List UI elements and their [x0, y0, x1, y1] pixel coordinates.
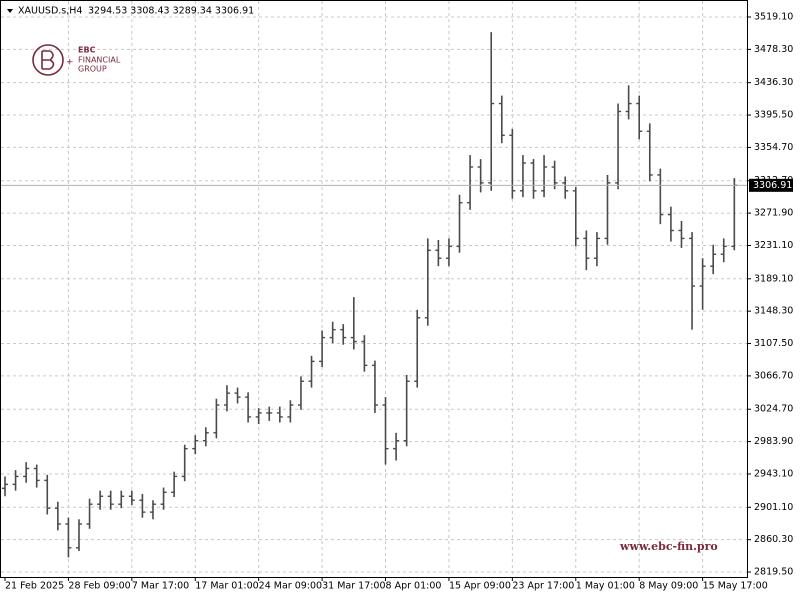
x-tick-label: 1 May 01:00 [576, 581, 635, 592]
last-price-box [749, 178, 793, 192]
last-price-label: 3306.91 [753, 180, 792, 191]
x-tick-label: 17 Mar 01:00 [195, 581, 258, 592]
y-tick-label: 3107.50 [754, 338, 793, 349]
y-tick-label: 2819.50 [754, 567, 793, 578]
grid [1, 1, 747, 577]
y-tick-label: 2983.90 [754, 436, 793, 447]
menu-arrow [7, 9, 13, 13]
x-tick-label: 8 May 09:00 [639, 581, 698, 592]
logo-glyph [41, 50, 55, 70]
x-tick-label: 7 Mar 17:00 [132, 581, 189, 592]
logo-ring [32, 44, 64, 76]
y-tick-label: 3519.10 [754, 11, 793, 22]
y-tick-label: 3024.70 [754, 404, 793, 415]
y-tick-label: 3066.70 [754, 370, 793, 381]
y-tick-label: 3271.90 [754, 208, 793, 219]
y-tick-label: 3148.30 [754, 306, 793, 317]
x-tick-label: 23 Apr 17:00 [512, 581, 574, 592]
y-tick-label: 2901.10 [754, 502, 793, 513]
y-tick-label: 2943.10 [754, 468, 793, 479]
x-tick-label: 31 Mar 17:00 [322, 581, 385, 592]
x-tick-label: 21 Feb 2025 [5, 581, 64, 592]
logo-line: GROUP [78, 65, 107, 74]
x-tick-label: 28 Feb 09:00 [68, 581, 130, 592]
bars [1, 32, 747, 558]
ohlc-readout: 3294.53 3308.43 3289.34 3306.91 [88, 6, 254, 17]
logo: + EBC FINANCIAL GROUP [32, 44, 121, 76]
labels: 3519.103478.303436.303395.503354.703312.… [4, 11, 793, 592]
y-tick-label: 3354.70 [754, 142, 793, 153]
y-tick-label: 3395.50 [754, 110, 793, 121]
plot-frame [0, 0, 748, 578]
logo-line: FINANCIAL [78, 56, 121, 65]
x-tick-label: 8 Apr 01:00 [386, 581, 442, 592]
x-tick-label: 15 May 17:00 [703, 581, 768, 592]
symbol-title: XAUUSD.s,H4 [18, 6, 82, 17]
logo-mark: EBC [78, 46, 96, 55]
x-tick-label: 24 Mar 09:00 [259, 581, 322, 592]
y-tick-label: 3231.10 [754, 240, 793, 251]
logo-plus: + [66, 58, 74, 68]
watermark: www.ebc-fin.pro [619, 540, 718, 553]
y-tick-label: 3436.30 [754, 77, 793, 88]
y-tick-label: 2860.30 [754, 534, 793, 545]
y-tick-label: 3478.30 [754, 44, 793, 55]
y-tick-label: 3189.10 [754, 273, 793, 284]
x-tick-label: 15 Apr 09:00 [449, 581, 511, 592]
